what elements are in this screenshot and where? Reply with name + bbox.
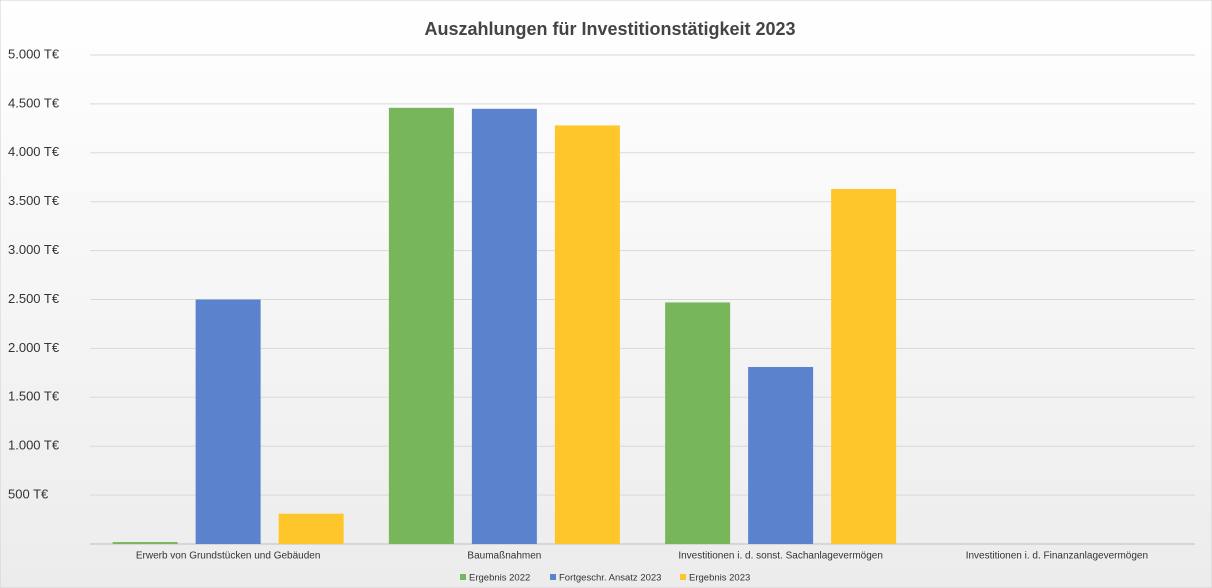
legend-label: Ergebnis 2023	[689, 573, 750, 584]
y-tick-label: 3.500 T€	[8, 193, 60, 208]
bar	[388, 107, 454, 544]
bar	[471, 108, 537, 544]
y-tick-label: 4.000 T€	[8, 144, 60, 159]
y-tick-label: 1.500 T€	[8, 389, 60, 404]
legend-swatch	[550, 574, 556, 580]
legend-swatch	[680, 574, 686, 580]
y-tick-label: 5.000 T€	[8, 46, 60, 61]
bar	[112, 542, 178, 544]
chart-title: Auszahlungen für Investitionstätigkeit 2…	[424, 19, 795, 39]
bar	[554, 125, 620, 544]
x-tick-label: Erwerb von Grundstücken und Gebäuden	[136, 551, 321, 562]
x-tick-label: Investitionen i. d. Finanzanlagevermögen	[966, 551, 1148, 562]
x-tick-label: Baumaßnahmen	[467, 551, 541, 562]
legend-label: Ergebnis 2022	[469, 573, 530, 584]
bar	[278, 513, 344, 544]
bar	[665, 302, 731, 544]
legend-swatch	[460, 574, 466, 580]
y-tick-label: 4.500 T€	[8, 95, 60, 110]
bar	[195, 299, 261, 544]
y-tick-label: 2.500 T€	[8, 291, 60, 306]
legend-label: Fortgeschr. Ansatz 2023	[559, 573, 661, 584]
y-tick-label: 3.000 T€	[8, 242, 60, 257]
bar	[748, 366, 814, 544]
x-tick-label: Investitionen i. d. sonst. Sachanlagever…	[678, 551, 883, 562]
y-tick-label: 500 T€	[8, 487, 49, 502]
y-tick-label: 2.000 T€	[8, 340, 60, 355]
y-tick-label: 1.000 T€	[8, 438, 60, 453]
bar	[831, 188, 897, 544]
